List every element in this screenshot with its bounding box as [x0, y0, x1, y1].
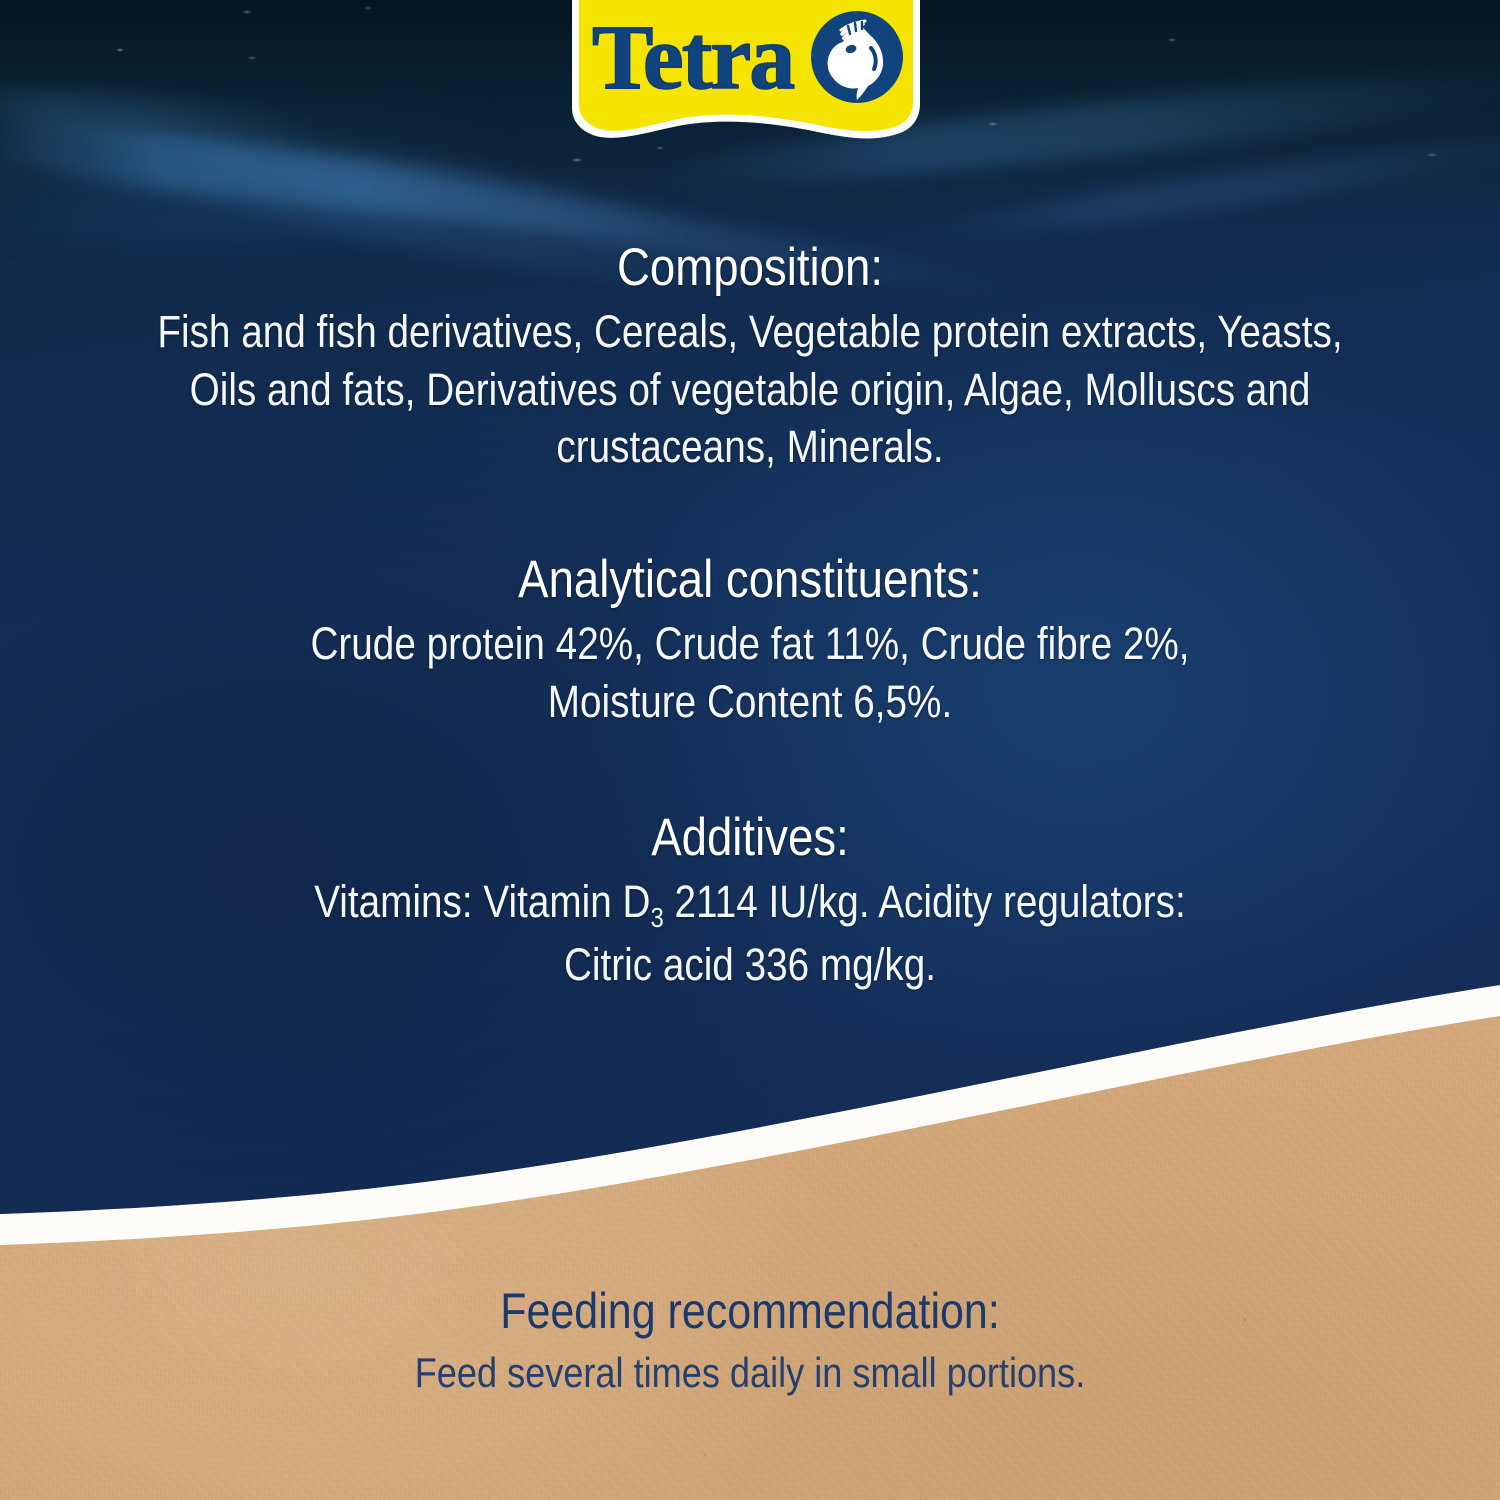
feeding-recommendation-section: Feeding recommendation: Feed several tim… [50, 1283, 1450, 1400]
analytical-line-2: Moisture Content 6,5%. [547, 675, 953, 727]
composition-heading: Composition: [616, 238, 884, 297]
composition-body: Fish and fish derivatives, Cereals, Vege… [148, 303, 1352, 474]
additives-line-1: Vitamins: Vitamin D3 2114 IU/kg. Acidity… [148, 873, 1352, 935]
feeding-recommendation-body: Feed several times daily in small portio… [414, 1349, 1086, 1396]
additives-line-1-suffix: 2114 IU/kg. Acidity regulators: [663, 876, 1186, 928]
additives-body: Vitamins: Vitamin D3 2114 IU/kg. Acidity… [148, 873, 1352, 993]
additives-line-1-prefix: Vitamins: Vitamin D [314, 876, 651, 928]
fish-head-icon [811, 11, 903, 103]
vitamin-d3-subscript: 3 [650, 902, 664, 934]
additives-section: Additives: Vitamins: Vitamin D3 2114 IU/… [50, 808, 1450, 993]
additives-line-2: Citric acid 336 mg/kg. [563, 938, 937, 990]
composition-line-1: Fish and fish derivatives, Cereals, Vege… [157, 306, 1343, 358]
composition-section: Composition: Fish and fish derivatives, … [50, 238, 1450, 475]
analytical-constituents-heading: Analytical constituents: [518, 550, 982, 609]
analytical-constituents-body: Crude protein 42%, Crude fat 11%, Crude … [148, 615, 1352, 729]
tetra-logo: Tetra [570, 0, 922, 156]
feeding-recommendation-heading: Feeding recommendation: [500, 1283, 1000, 1339]
analytical-line-1: Crude protein 42%, Crude fat 11%, Crude … [310, 618, 1190, 670]
analytical-constituents-section: Analytical constituents: Crude protein 4… [50, 550, 1450, 730]
composition-line-2: Oils and fats, Derivatives of vegetable … [189, 363, 1311, 415]
composition-line-3: crustaceans, Minerals. [556, 420, 944, 472]
additives-heading: Additives: [651, 808, 849, 867]
tetra-wordmark: Tetra [591, 6, 796, 108]
